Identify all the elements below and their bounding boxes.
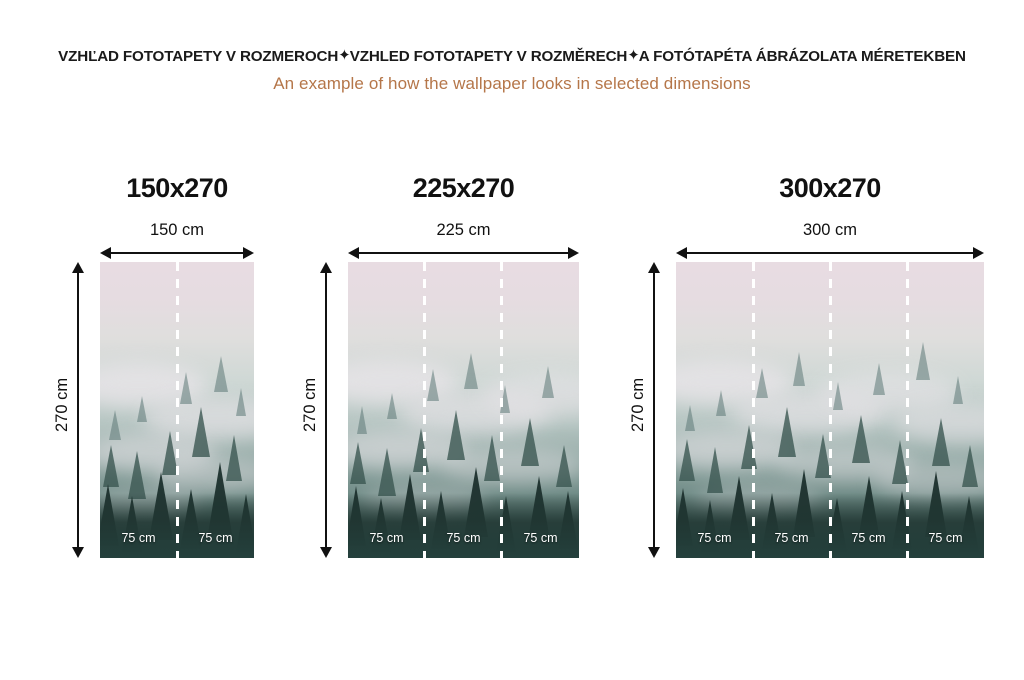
arrow-head-up-icon	[72, 262, 84, 273]
arrow-line	[683, 252, 977, 254]
arrow-head-down-icon	[320, 547, 332, 558]
page-title: VZHĽAD FOTOTAPETY V ROZMEROCH✦VZHLED FOT…	[0, 46, 1024, 68]
wallpaper-preview: 75 cm 75 cm	[100, 262, 254, 558]
arrow-head-left-icon	[676, 247, 687, 259]
title-part-hu: A FOTÓTAPÉTA ÁBRÁZOLATA MÉRETEKBEN	[638, 48, 966, 65]
strip-label: 75 cm	[774, 531, 809, 545]
strip-label: 75 cm	[369, 531, 404, 545]
strip-label: 75 cm	[697, 531, 732, 545]
height-dimension-arrow	[72, 262, 84, 558]
panel-title: 300x270	[779, 173, 881, 203]
panel-title: 225x270	[412, 173, 515, 203]
width-dimension-arrow	[100, 247, 254, 259]
height-dimension-arrow	[320, 262, 332, 558]
arrow-head-right-icon	[243, 247, 254, 259]
title-part-sk: VZHĽAD FOTOTAPETY V ROZMEROCH	[58, 48, 339, 65]
forest-floor	[348, 492, 579, 558]
arrow-head-right-icon	[568, 247, 579, 259]
height-dimension-label: 270 cm	[629, 377, 647, 433]
arrow-line	[653, 269, 655, 551]
strip-label: 75 cm	[446, 531, 481, 545]
arrow-line	[355, 252, 572, 254]
arrow-head-up-icon	[320, 262, 332, 273]
arrow-head-left-icon	[100, 247, 111, 259]
width-dimension-label: 225 cm	[436, 221, 491, 239]
title-part-cz: VZHLED FOTOTAPETY V ROZMĚRECH	[349, 48, 628, 65]
arrow-head-down-icon	[648, 547, 660, 558]
wallpaper-artwork	[348, 262, 579, 558]
strip-divider	[500, 262, 504, 558]
strip-divider	[423, 262, 427, 558]
strip-divider	[751, 262, 755, 558]
width-dimension-label: 300 cm	[802, 221, 858, 239]
wallpaper-preview: 75 cm 75 cm 75 cm 75 cm	[676, 262, 984, 558]
arrow-line	[77, 269, 79, 551]
strip-label: 75 cm	[851, 531, 886, 545]
sparkle-icon: ✦	[338, 47, 351, 64]
width-dimension-label: 150 cm	[149, 221, 205, 239]
page-subtitle: An example of how the wallpaper looks in…	[273, 74, 751, 93]
height-dimension-arrow	[648, 262, 660, 558]
strip-label: 75 cm	[121, 531, 156, 545]
strip-divider	[905, 262, 909, 558]
width-dimension-arrow	[676, 247, 984, 259]
strip-divider	[828, 262, 832, 558]
wallpaper-preview: 75 cm 75 cm 75 cm	[348, 262, 579, 558]
arrow-line	[325, 269, 327, 551]
height-dimension-label: 270 cm	[53, 377, 71, 433]
strip-label: 75 cm	[198, 531, 233, 545]
header: VZHĽAD FOTOTAPETY V ROZMEROCH✦VZHLED FOT…	[0, 46, 1024, 95]
strip-label: 75 cm	[928, 531, 963, 545]
arrow-head-left-icon	[348, 247, 359, 259]
arrow-head-up-icon	[648, 262, 660, 273]
panel-title: 150x270	[126, 173, 228, 203]
width-dimension-arrow	[348, 247, 579, 259]
arrow-head-down-icon	[72, 547, 84, 558]
arrow-head-right-icon	[973, 247, 984, 259]
sparkle-icon: ✦	[627, 47, 640, 64]
height-dimension-label: 270 cm	[301, 377, 319, 433]
strip-divider	[175, 262, 179, 558]
arrow-line	[107, 252, 247, 254]
strip-label: 75 cm	[523, 531, 558, 545]
